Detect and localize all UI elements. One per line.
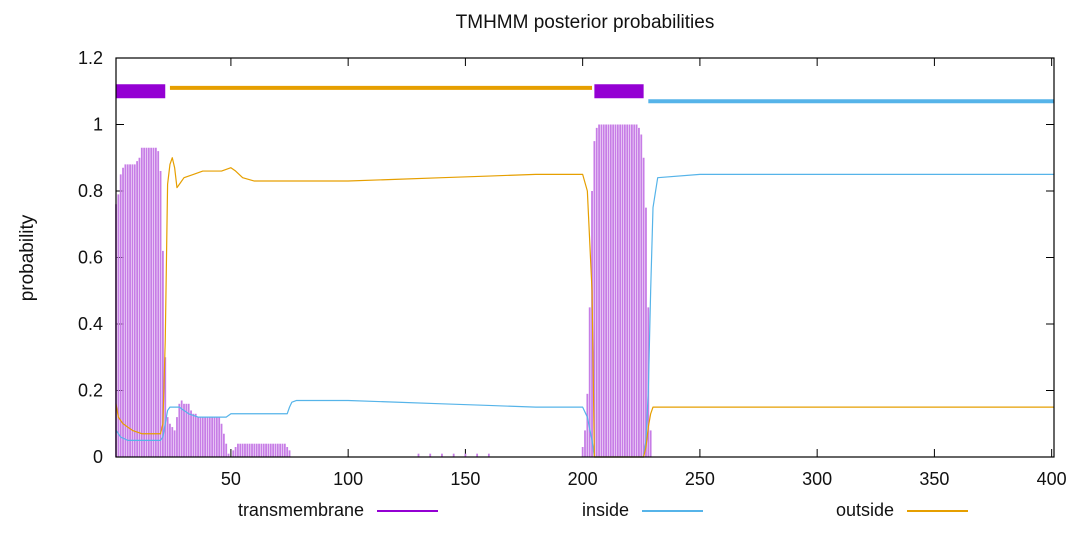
x-tick-label: 100 — [333, 469, 363, 489]
plot-frame — [115, 57, 1055, 458]
transmembrane-topology-bar — [116, 84, 166, 99]
x-tick-label: 200 — [568, 469, 598, 489]
y-axis-ticks: 0 0.2 0.4 0.6 0.8 1 1.2 — [78, 48, 1054, 467]
legend-label-outside: outside — [836, 500, 894, 520]
y-tick-label: 0.6 — [78, 248, 103, 268]
x-tick-label: 400 — [1037, 469, 1067, 489]
y-tick-label: 1 — [93, 115, 103, 135]
x-tick-label: 250 — [685, 469, 715, 489]
legend-item-outside: outside — [836, 500, 968, 520]
legend-label-inside: inside — [582, 500, 629, 520]
y-axis-label: probability — [17, 214, 38, 301]
x-tick-label: 350 — [919, 469, 949, 489]
y-tick-label: 1.2 — [78, 48, 103, 68]
legend-item-transmembrane: transmembrane — [238, 500, 438, 520]
transmembrane-topology-bar — [594, 84, 644, 99]
legend-label-transmembrane: transmembrane — [238, 500, 364, 520]
y-tick-label: 0.4 — [78, 314, 103, 334]
legend: transmembrane inside outside — [238, 500, 968, 520]
probability-lines — [115, 157, 1055, 458]
chart-title: TMHMM posterior probabilities — [456, 12, 715, 33]
legend-item-inside: inside — [582, 500, 703, 520]
y-tick-label: 0.8 — [78, 181, 103, 201]
x-tick-label: 50 — [221, 469, 241, 489]
transmembrane-impulses — [115, 124, 652, 457]
x-tick-label: 150 — [450, 469, 480, 489]
x-tick-label: 300 — [802, 469, 832, 489]
x-axis-ticks: 50 100 150 200 250 300 350 400 — [221, 58, 1067, 489]
outside-line — [115, 157, 1055, 458]
topology-bars — [116, 84, 1054, 104]
y-tick-label: 0 — [93, 447, 103, 467]
inside-line — [115, 173, 1055, 458]
y-tick-label: 0.2 — [78, 381, 103, 401]
